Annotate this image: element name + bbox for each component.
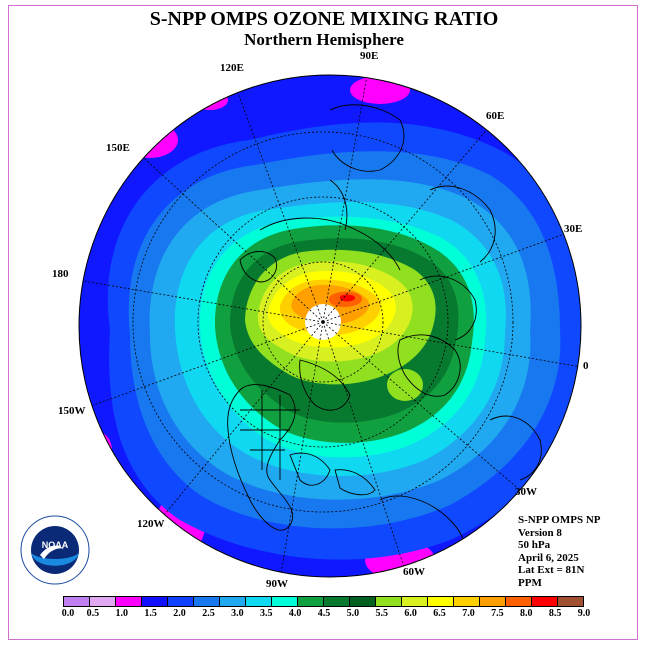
colorbar-swatch [297, 596, 324, 607]
colorbar-swatch [531, 596, 558, 607]
colorbar-swatch [167, 596, 194, 607]
colorbar-tick-label: 7.5 [491, 608, 504, 619]
lon-label-90e: 90E [360, 50, 379, 62]
colorbar-tick-label: 1.0 [115, 608, 129, 619]
colorbar-swatch [115, 596, 142, 607]
ozone-band-9.0 [340, 294, 355, 302]
colorbar-tick-label: 5.0 [346, 608, 360, 619]
colorbar-ticks: 0.0 0.5 1.0 1.5 2.0 2.5 3.0 3.5 4.0 4.5 5.0 5.5 6.0 6… [0, 608, 648, 622]
lon-label-120e: 120E [220, 62, 244, 74]
ozone-island [387, 369, 423, 401]
noaa-logo-text: NOAA [42, 540, 69, 550]
ozone-low-patch [84, 432, 112, 468]
colorbar-swatch [89, 596, 116, 607]
colorbar-swatch [245, 596, 272, 607]
lon-label-150w: 150W [58, 405, 86, 417]
colorbar-swatch [453, 596, 480, 607]
colorbar-tick-label: 8.0 [519, 608, 533, 619]
colorbar-swatch [219, 596, 246, 607]
lon-label-30e: 30E [564, 223, 583, 235]
colorbar-swatch [323, 596, 350, 607]
lon-label-60w: 60W [403, 566, 425, 578]
colorbar-swatch [375, 596, 402, 607]
lon-label-90w: 90W [266, 578, 288, 590]
colorbar-tick-label: 0.0 [61, 608, 75, 619]
lon-label-120w: 120W [137, 518, 165, 530]
colorbar-tick-label: 2.0 [173, 608, 186, 619]
colorbar-swatch [401, 596, 428, 607]
colorbar-swatch [505, 596, 532, 607]
lon-label-30w: 30W [515, 486, 537, 498]
colorbar-tick-label: 4.5 [317, 608, 331, 619]
colorbar-tick-label: 3.0 [231, 608, 244, 619]
info-block: S-NPP OMPS NP Version 8 50 hPa April 6, … [518, 514, 601, 589]
lon-label-60e: 60E [486, 110, 505, 122]
colorbar [63, 596, 584, 607]
lon-label-180: 180 [52, 268, 69, 280]
colorbar-swatch [349, 596, 376, 607]
colorbar-tick-label: 0.5 [86, 608, 100, 619]
colorbar-tick-label: 7.0 [462, 608, 475, 619]
info-date: April 6, 2025 [518, 551, 579, 564]
colorbar-tick-label: 5.5 [375, 608, 389, 619]
ozone-low-patch [122, 122, 178, 158]
colorbar-swatch [479, 596, 506, 607]
colorbar-swatch [557, 596, 584, 607]
colorbar-tick-label: 3.5 [259, 608, 273, 619]
info-lat-ext: Lat Ext = 81N [518, 564, 585, 576]
noaa-logo: NOAA [20, 515, 90, 585]
info-level: 50 hPa [518, 539, 551, 551]
colorbar-tick-label: 4.0 [288, 608, 302, 619]
info-instrument: S-NPP OMPS NP [518, 514, 601, 526]
lon-label-150e: 150E [106, 142, 130, 154]
map-title: S-NPP OMPS OZONE MIXING RATIO [149, 8, 499, 30]
lon-label-0: 0 [583, 360, 589, 372]
plot-frame [8, 5, 638, 640]
info-units: PPM [518, 576, 542, 589]
colorbar-tick-label: 6.5 [433, 608, 446, 619]
graticule [79, 75, 581, 577]
colorbar-swatch [193, 596, 220, 607]
colorbar-tick-label: 1.5 [144, 608, 157, 619]
map-subtitle: Northern Hemisphere [244, 30, 404, 49]
ozone-low-patch [192, 90, 228, 110]
colorbar-swatch [271, 596, 298, 607]
colorbar-tick-label: 9.0 [577, 608, 591, 619]
map-boundary [78, 74, 582, 578]
colorbar-tick-label: 6.0 [404, 608, 417, 619]
colorbar-swatch [63, 596, 90, 607]
colorbar-swatch [427, 596, 454, 607]
colorbar-swatch [141, 596, 168, 607]
info-version: Version 8 [518, 526, 562, 539]
colorbar-tick-label: 8.5 [548, 608, 562, 619]
colorbar-tick-label: 2.5 [202, 608, 215, 619]
